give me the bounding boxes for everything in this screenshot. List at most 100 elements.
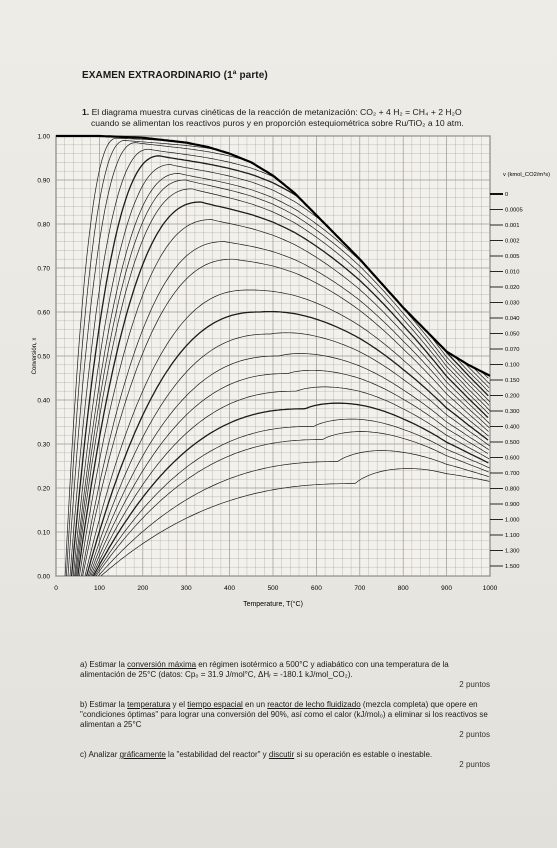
task-a: a) Estimar la conversión máxima en régim… <box>80 660 490 690</box>
task-b-underlined-2: tiempo espacial <box>187 700 243 709</box>
exam-title-text: EXAMEN EXTRAORDINARIO <box>82 70 221 81</box>
task-a-points: 2 puntos <box>459 680 490 689</box>
task-b: b) Estimar la temperatura y el tiempo es… <box>80 700 490 740</box>
y-tick-label-0.20: 0.20 <box>37 486 50 493</box>
y-tick-label-0.30: 0.30 <box>37 442 50 449</box>
legend-entry-0.001: 0.001 <box>505 223 520 229</box>
task-b-text-before: Estimar la <box>89 700 128 709</box>
legend-entry-0.150: 0.150 <box>505 378 520 384</box>
task-b-underlined-3: reactor de lecho fluidizado <box>267 700 361 709</box>
x-tick-label-900: 900 <box>441 585 452 592</box>
rate-curve-0.150 <box>81 241 490 577</box>
x-axis-label: Temperature, T(°C) <box>243 600 303 608</box>
legend-entry-0.002: 0.002 <box>505 239 520 245</box>
legend-entry-0.005: 0.005 <box>505 254 520 260</box>
legend-entry-1.300: 1.300 <box>505 549 520 555</box>
legend-entry-0.800: 0.800 <box>505 487 520 493</box>
legend-entry-0.070: 0.070 <box>505 347 520 353</box>
legend-entry-0.400: 0.400 <box>505 425 520 431</box>
y-tick-label-0.00: 0.00 <box>37 574 50 581</box>
rate-curve-0.800 <box>91 386 490 577</box>
y-tick-label-0.60: 0.60 <box>37 310 50 317</box>
task-c-underlined-2: discutir <box>268 750 295 759</box>
x-tick-label-500: 500 <box>268 585 279 592</box>
task-b-text-mid-2: en un <box>242 700 268 709</box>
task-b-text-after: (mezcla completa) que opere en "condicio… <box>80 700 488 729</box>
equilibrium-curve <box>56 134 491 377</box>
question-line-1: El diagrama muestra curvas cinéticas de … <box>91 107 462 117</box>
legend-entry-0.900: 0.900 <box>505 502 520 508</box>
task-c-points: 2 puntos <box>459 760 490 769</box>
task-a-text-after: en régimen isotérmico a 500°C y adiabáti… <box>80 660 449 679</box>
rate-curve-0.500 <box>87 332 490 577</box>
y-tick-label-1.00: 1.00 <box>37 134 50 141</box>
rate-curve-0.050 <box>76 188 490 577</box>
x-tick-label-0: 0 <box>54 585 58 592</box>
legend-entry-0.600: 0.600 <box>505 456 520 462</box>
y-tick-label-0.70: 0.70 <box>37 266 50 273</box>
legend-entry-0.020: 0.020 <box>505 285 520 291</box>
task-b-label: b) <box>80 700 88 709</box>
task-list: a) Estimar la conversión máxima en régim… <box>80 660 490 780</box>
y-tick-label-0.40: 0.40 <box>37 398 50 405</box>
rate-curve-0.300 <box>84 289 489 577</box>
task-c-label: c) <box>80 750 87 759</box>
legend-entry-0.700: 0.700 <box>505 471 520 477</box>
legend-title: v (kmol_CO2/m³s) <box>503 172 550 178</box>
legend-entry-1.500: 1.500 <box>505 564 520 570</box>
legend-entry-0.010: 0.010 <box>505 270 520 276</box>
task-c-text-before: Analizar <box>88 750 120 759</box>
legend-entry-0.030: 0.030 <box>505 301 520 307</box>
task-b-underlined-1: temperatura <box>127 700 171 709</box>
question-statement: 1. El diagrama muestra curvas cinéticas … <box>82 107 522 129</box>
x-tick-label-400: 400 <box>224 585 235 592</box>
conversion-temperature-chart: 0 100 200 300 400 500 600 700 800 900 1000 0.00 0.10… <box>32 134 550 609</box>
legend-entry-0.100: 0.100 <box>505 363 520 369</box>
x-tick-label-1000: 1000 <box>483 585 498 592</box>
exam-part: (1ª parte) <box>223 70 268 81</box>
y-axis-label: Conversión, x <box>32 338 38 375</box>
rate-curve-0.070 <box>77 201 489 577</box>
y-tick-label-0.90: 0.90 <box>37 178 50 185</box>
exam-title: EXAMEN EXTRAORDINARIO (1ª parte) <box>82 70 268 81</box>
legend-entry-0.040: 0.040 <box>505 316 520 322</box>
task-c: c) Analizar gráficamente la "estabilidad… <box>80 750 490 770</box>
legend-entry-1.100: 1.100 <box>505 533 520 539</box>
task-a-underlined: conversión máxima <box>127 660 197 669</box>
x-tick-label-200: 200 <box>137 585 148 592</box>
x-tick-label-800: 800 <box>398 585 409 592</box>
rate-curve-0.040 <box>75 179 491 577</box>
rate-curve-0.100 <box>79 219 490 577</box>
y-tick-label-0.80: 0.80 <box>37 222 50 229</box>
x-tick-label-700: 700 <box>354 585 365 592</box>
legend-entry-0.200: 0.200 <box>505 394 520 400</box>
rate-curve-1.500 <box>100 468 490 577</box>
question-number: 1. <box>82 107 90 117</box>
rate-curve-0.600 <box>89 353 489 577</box>
rate-curve-1.300 <box>98 450 490 577</box>
task-a-label: a) <box>80 660 88 669</box>
rate-curve-0.700 <box>90 369 489 577</box>
x-tick-label-600: 600 <box>311 585 322 592</box>
rate-curve-0.900 <box>92 402 489 577</box>
rate-curve-1.100 <box>95 431 489 577</box>
y-tick-label-0.10: 0.10 <box>37 530 50 537</box>
task-b-points: 2 puntos <box>459 730 490 739</box>
rate-curve-0.030 <box>74 173 490 577</box>
task-a-text-before: Estimar la <box>89 660 128 669</box>
task-c-underlined-1: gráficamente <box>119 750 166 759</box>
task-b-text-mid: y el <box>170 700 188 709</box>
legend-entry-0.050: 0.050 <box>505 332 520 338</box>
legend-entry-0.300: 0.300 <box>505 409 520 415</box>
rate-curve-0.200 <box>82 258 489 577</box>
x-tick-label-100: 100 <box>94 585 105 592</box>
task-c-text-mid: la "estabilidad del reactor" y <box>165 750 269 759</box>
legend-entry-0.500: 0.500 <box>505 440 520 446</box>
y-tick-label-0.50: 0.50 <box>37 354 50 361</box>
legend-entry-0: 0 <box>505 192 508 198</box>
task-c-text-after: si su operación es estable o inestable. <box>294 750 433 759</box>
x-tick-label-300: 300 <box>181 585 192 592</box>
rate-curve-0.400 <box>85 310 489 577</box>
legend-entry-1.000: 1.000 <box>505 518 520 524</box>
